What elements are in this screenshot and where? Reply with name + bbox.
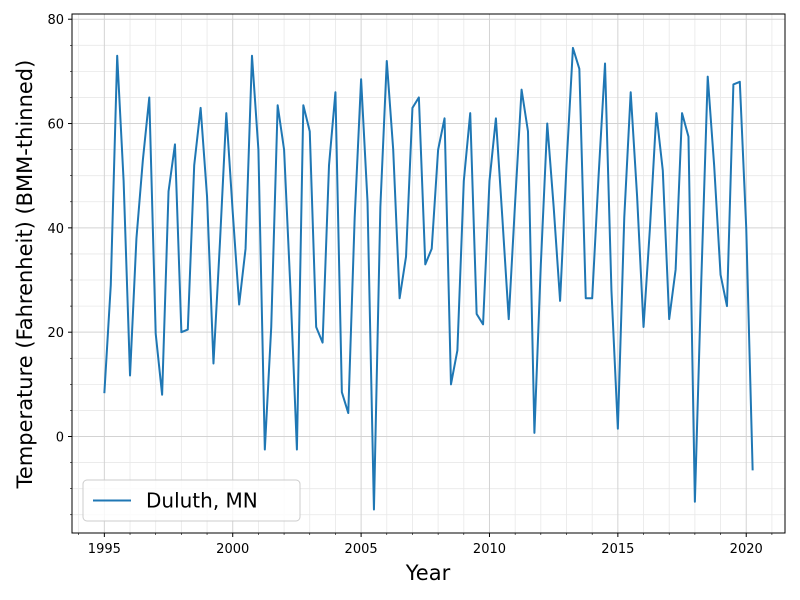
y-tick-label: 80 bbox=[47, 13, 64, 28]
y-tick-label: 60 bbox=[47, 118, 64, 133]
y-axis-label: Temperature (Fahrenheit) (BMM-thinned) bbox=[13, 60, 37, 490]
y-tick-label: 20 bbox=[47, 326, 64, 341]
axes-frame bbox=[71, 13, 786, 534]
x-tick-label: 2015 bbox=[601, 542, 634, 557]
data-line bbox=[103, 46, 754, 511]
legend-label: Duluth, MN bbox=[146, 489, 258, 513]
x-axis-label: Year bbox=[405, 561, 451, 585]
y-tick-label: 0 bbox=[56, 431, 64, 446]
plot bbox=[103, 46, 754, 511]
x-tick-label: 2010 bbox=[473, 542, 506, 557]
y-tick-label: 40 bbox=[47, 222, 64, 237]
x-tick-label: 2005 bbox=[345, 542, 378, 557]
x-tick-label: 2000 bbox=[216, 542, 249, 557]
legend-box bbox=[82, 479, 301, 522]
x-tick-label: 2020 bbox=[730, 542, 763, 557]
x-tick-label: 1995 bbox=[88, 542, 121, 557]
